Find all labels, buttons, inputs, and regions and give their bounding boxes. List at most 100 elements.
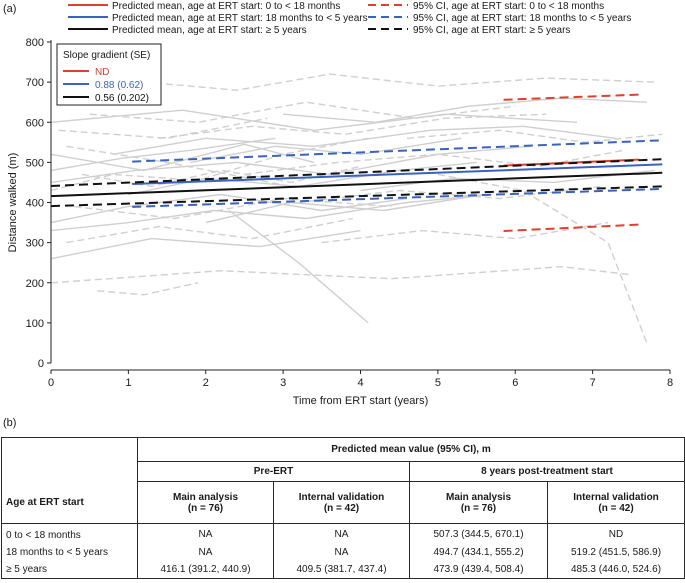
background-trajectory bbox=[406, 129, 663, 144]
panel-b-label: (b) bbox=[3, 417, 17, 429]
legend-label: 95% CI, age at ERT start: ≥ 5 years bbox=[413, 25, 570, 36]
results-table: Predicted mean value (95% CI), m Pre-ERT… bbox=[1, 437, 685, 579]
line-chart: 0 100 200 300 400 500 600 700 800 0 1 2 3 4 5 6 7 8 Time f… bbox=[7, 1, 673, 407]
y-tick-label: 700 bbox=[26, 77, 44, 89]
background-trajectory bbox=[190, 137, 462, 164]
table-cell: 485.3 (446.0, 524.6) bbox=[546, 561, 685, 579]
table-cell: 507.3 (344.5, 670.1) bbox=[409, 523, 548, 544]
x-tick-label: 3 bbox=[280, 377, 286, 389]
slope-value: 0.88 (0.62) bbox=[95, 80, 143, 91]
ci-line bbox=[503, 93, 640, 101]
background-trajectory bbox=[50, 193, 407, 224]
x-tick-label: 5 bbox=[435, 377, 441, 389]
table-subcolumn-header: Main analysis (n = 76) bbox=[137, 481, 274, 524]
slope-gradient-box bbox=[56, 43, 162, 106]
table-cell: NA bbox=[273, 523, 410, 544]
table-cell: NA bbox=[273, 544, 410, 561]
x-tick-label: 1 bbox=[125, 377, 131, 389]
legend-label: Predicted mean, age at ERT start: ≥ 5 ye… bbox=[112, 25, 307, 36]
table-subcolumn-header: Main analysis (n = 76) bbox=[409, 481, 548, 524]
table-cell: ND bbox=[546, 523, 685, 544]
background-trajectory bbox=[244, 149, 624, 176]
background-trajectory bbox=[143, 73, 655, 91]
ci-line bbox=[50, 185, 663, 208]
background-trajectory bbox=[89, 101, 516, 124]
background-trajectory bbox=[50, 137, 276, 172]
ci-line bbox=[503, 223, 640, 232]
y-tick-label: 200 bbox=[26, 278, 44, 290]
predicted-mean-line bbox=[50, 171, 663, 198]
table-header-pre-ert: Pre-ERT bbox=[137, 461, 410, 482]
subcolumn-n: (n = 76) bbox=[460, 502, 497, 514]
y-axis-label: Distance walked (m) bbox=[7, 153, 19, 253]
background-trajectory bbox=[50, 109, 578, 132]
table-header-post-ert: 8 years post-treatment start bbox=[408, 461, 685, 482]
background-trajectory bbox=[58, 117, 268, 140]
x-tick-label: 8 bbox=[667, 377, 673, 389]
table-row-group: 0 to < 18 months bbox=[1, 523, 138, 544]
background-trajectory bbox=[283, 97, 647, 124]
background-trajectory bbox=[50, 193, 493, 232]
background-trajectory bbox=[66, 217, 353, 244]
table-row: 18 months to < 5 years NA NA 494.7 (434.… bbox=[1, 544, 685, 561]
table-row-group: ≥ 5 years bbox=[1, 561, 138, 579]
ci-line bbox=[50, 158, 663, 187]
table-row: 0 to < 18 months NA NA 507.3 (344.5, 670… bbox=[1, 523, 685, 544]
legend-label: Predicted mean, age at ERT start: 0 to <… bbox=[112, 1, 340, 12]
background-trajectory bbox=[112, 125, 616, 155]
table-cell: NA bbox=[137, 544, 274, 561]
slope-box-title: Slope gradient (SE) bbox=[63, 50, 150, 61]
ci-line bbox=[132, 187, 663, 208]
panel-a-label: (a) bbox=[3, 3, 17, 15]
ci-line bbox=[132, 139, 663, 163]
table-header-group: Predicted mean value (95% CI), m bbox=[136, 437, 685, 462]
table-cell: NA bbox=[137, 523, 274, 544]
subcolumn-n: (n = 42) bbox=[598, 502, 634, 514]
y-tick-label: 0 bbox=[38, 358, 44, 370]
subcolumn-title: Internal validation bbox=[573, 491, 659, 503]
table-row: ≥ 5 years 416.1 (391.2, 440.9) 409.5 (38… bbox=[1, 561, 685, 579]
background-trajectory bbox=[360, 169, 655, 192]
predicted-mean-line bbox=[132, 163, 663, 185]
slope-value: ND bbox=[95, 67, 109, 78]
background-trajectory bbox=[321, 221, 609, 244]
table-cell: 519.2 (451.5, 586.9) bbox=[546, 544, 685, 561]
table-row-header: Age at ERT start bbox=[1, 481, 138, 524]
table-cell: 494.7 (434.1, 555.2) bbox=[409, 544, 548, 561]
x-tick-label: 7 bbox=[590, 377, 596, 389]
y-tick-label: 600 bbox=[26, 117, 44, 129]
x-tick-label: 4 bbox=[357, 377, 363, 389]
subcolumn-title: Main analysis bbox=[445, 491, 512, 503]
table-corner-cell bbox=[1, 461, 138, 482]
subcolumn-title: Main analysis bbox=[172, 491, 239, 503]
background-trajectory bbox=[50, 229, 361, 260]
y-tick-label: 800 bbox=[26, 37, 44, 49]
legend-label: Predicted mean, age at ERT start: 18 mon… bbox=[112, 13, 368, 24]
background-trajectory bbox=[66, 145, 292, 188]
table-corner-cell bbox=[1, 437, 138, 462]
background-trajectory bbox=[50, 145, 531, 184]
subcolumn-n: (n = 76) bbox=[187, 502, 224, 514]
y-tick-label: 500 bbox=[26, 157, 44, 169]
subcolumn-n: (n = 42) bbox=[323, 502, 360, 514]
table-row-group: 18 months to < 5 years bbox=[1, 544, 138, 561]
y-tick-label: 300 bbox=[26, 238, 44, 250]
table-cell: 473.9 (439.4, 508.4) bbox=[409, 561, 548, 579]
y-tick-label: 100 bbox=[26, 318, 44, 330]
background-trajectory bbox=[437, 173, 648, 344]
background-trajectory bbox=[97, 282, 199, 296]
legend-label: 95% CI, age at ERT start: 18 months to <… bbox=[413, 13, 631, 24]
x-tick-label: 6 bbox=[512, 377, 518, 389]
slope-value: 0.56 (0.202) bbox=[95, 93, 149, 104]
y-tick-label: 400 bbox=[26, 198, 44, 210]
x-tick-label: 2 bbox=[203, 377, 209, 389]
subcolumn-title: Internal validation bbox=[298, 491, 385, 503]
background-trajectory bbox=[50, 265, 632, 284]
table-subcolumn-header: Internal validation (n = 42) bbox=[546, 481, 685, 524]
background-trajectory bbox=[228, 209, 369, 324]
legend-label: 95% CI, age at ERT start: 0 to < 18 mont… bbox=[413, 1, 604, 12]
background-trajectory bbox=[205, 193, 485, 224]
background-trajectory bbox=[74, 197, 392, 220]
x-tick-label: 0 bbox=[48, 377, 54, 389]
table-cell: 416.1 (391.2, 440.9) bbox=[137, 561, 274, 579]
